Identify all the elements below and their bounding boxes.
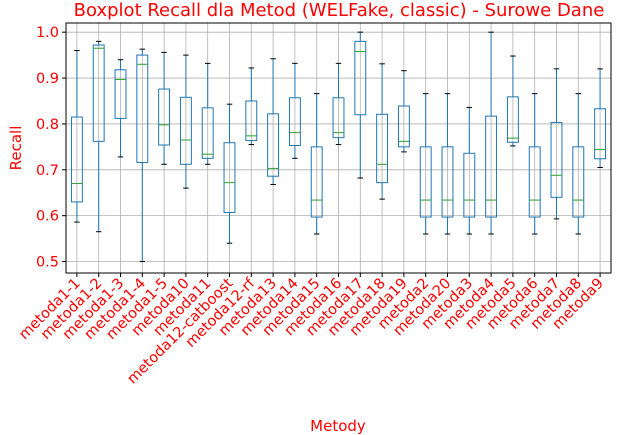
y-tick-label: 0.8 bbox=[36, 117, 59, 133]
iqr-box bbox=[550, 122, 563, 198]
iqr-box bbox=[223, 142, 236, 213]
iqr-box bbox=[441, 146, 454, 218]
box-metoda11 bbox=[201, 62, 214, 165]
box-metoda15 bbox=[310, 93, 323, 235]
box-series bbox=[70, 31, 607, 263]
y-axis-label: Recall bbox=[7, 126, 25, 171]
iqr-box bbox=[245, 100, 258, 141]
iqr-box bbox=[114, 69, 127, 119]
iqr-box bbox=[594, 108, 607, 160]
y-tick-label: 1.0 bbox=[36, 25, 59, 41]
box-metoda18 bbox=[376, 63, 389, 200]
box-metoda1-5 bbox=[158, 51, 171, 165]
y-tick-label: 0.5 bbox=[36, 255, 59, 271]
iqr-box bbox=[288, 97, 301, 146]
iqr-box bbox=[354, 40, 367, 116]
box-metoda9 bbox=[594, 68, 607, 168]
box-metoda1-1 bbox=[70, 50, 83, 223]
x-axis: metoda1-1metoda1-2metoda1-3metoda1-4meto… bbox=[16, 273, 607, 387]
iqr-box bbox=[376, 113, 389, 184]
box-metoda13 bbox=[267, 58, 280, 185]
box-metoda6 bbox=[528, 93, 541, 235]
box-metoda5 bbox=[506, 55, 519, 147]
y-axis: 0.5 0.6 0.7 0.8 0.9 1.0 bbox=[36, 25, 66, 271]
box-metoda16 bbox=[332, 62, 345, 146]
box-metoda17 bbox=[354, 31, 367, 179]
chart-title: Boxplot Recall dla Metod (WELFake, class… bbox=[74, 0, 605, 21]
iqr-box bbox=[572, 146, 585, 218]
y-tick-label: 0.9 bbox=[36, 71, 59, 87]
box-metoda3 bbox=[463, 106, 476, 235]
iqr-box bbox=[310, 146, 323, 218]
box-metoda12-catboost bbox=[223, 103, 236, 244]
iqr-box bbox=[136, 54, 149, 163]
iqr-box bbox=[485, 115, 498, 218]
box-metoda19 bbox=[397, 70, 410, 153]
iqr-box bbox=[267, 113, 280, 177]
box-metoda7 bbox=[550, 68, 563, 220]
iqr-box bbox=[179, 96, 192, 165]
box-metoda8 bbox=[572, 93, 585, 235]
box-metoda20 bbox=[441, 93, 454, 235]
iqr-box bbox=[70, 116, 83, 203]
iqr-box bbox=[397, 105, 410, 148]
box-metoda14 bbox=[288, 62, 301, 159]
box-metoda12-rf bbox=[245, 67, 258, 146]
iqr-box bbox=[201, 107, 214, 159]
box-metoda1-2 bbox=[92, 40, 105, 233]
iqr-box bbox=[528, 146, 541, 218]
box-metoda1-4 bbox=[136, 48, 149, 263]
box-metoda10 bbox=[179, 54, 192, 189]
y-tick-label: 0.6 bbox=[36, 209, 59, 225]
iqr-box bbox=[419, 146, 432, 218]
box-metoda4 bbox=[485, 31, 498, 235]
y-tick-label: 0.7 bbox=[36, 163, 59, 179]
iqr-box bbox=[506, 96, 519, 143]
iqr-box bbox=[158, 88, 171, 146]
x-axis-label: Metody bbox=[310, 417, 366, 435]
iqr-box bbox=[332, 97, 345, 139]
iqr-box bbox=[463, 152, 476, 218]
box-metoda2 bbox=[419, 93, 432, 235]
box-metoda1-3 bbox=[114, 59, 127, 158]
iqr-box bbox=[92, 44, 105, 142]
